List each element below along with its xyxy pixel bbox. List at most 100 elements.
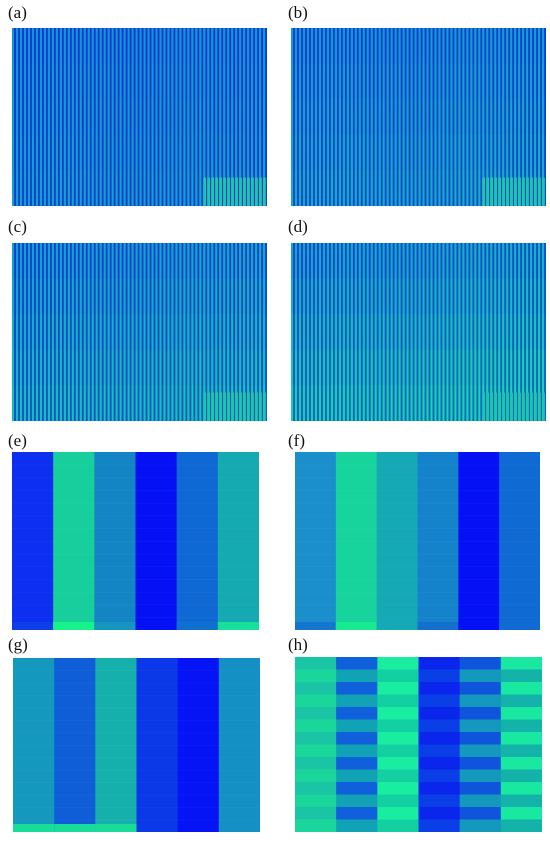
stripe [456,243,459,280]
stripe [305,278,307,315]
stripe [452,278,455,315]
stripe [23,349,27,386]
stripe [496,243,499,280]
stripe [173,28,176,65]
stripe [155,243,158,280]
stripe [428,99,431,136]
column-base [458,622,500,630]
stripe [398,385,401,421]
stripe [103,385,106,421]
cell [418,794,461,808]
stripe [366,63,369,100]
stripe [15,314,19,351]
stripe [223,243,226,280]
stripe [54,99,56,136]
stripe [133,99,136,136]
stripe [520,99,523,136]
stripe [54,385,56,421]
stripe [109,385,112,421]
stripe [426,314,429,351]
stripe [213,170,216,206]
stripe [47,28,51,65]
stripe [313,385,315,421]
stripe [241,28,244,65]
stripe [306,63,310,100]
stripe [406,63,409,100]
stripe [221,243,224,280]
stripe [239,278,242,315]
corner-stripe [518,392,521,421]
stripe [341,243,343,280]
stripe [89,314,92,351]
stripe [227,243,230,280]
stripe [536,170,539,206]
stripe [540,314,543,351]
stripe [446,170,449,206]
stripe [253,134,256,171]
stripe [540,278,543,315]
stripe [362,349,365,386]
stripe [318,278,322,315]
stripe [398,349,401,386]
stripe [446,63,449,100]
stripe [530,28,533,65]
stripe [149,170,152,206]
stripe [105,349,108,386]
stripe [233,63,236,100]
stripe [59,170,63,206]
stripe [329,278,331,315]
stripe [215,278,218,315]
stripe [179,385,182,421]
stripe [67,99,70,136]
stripe [199,385,202,421]
stripe [89,134,92,171]
corner-stripe [211,392,215,421]
corner-stripe [486,392,490,421]
stripe [197,314,200,351]
stripe [420,170,423,206]
stripe [77,314,80,351]
stripe [412,385,415,421]
stripe [123,243,126,280]
stripe [464,170,467,206]
stripe [362,134,365,171]
stripe [251,314,254,351]
stripe [376,243,379,280]
stripe [350,349,353,386]
stripe [322,278,326,315]
stripe [75,99,78,136]
stripe [209,134,212,171]
stripe [402,314,405,351]
stripe [408,28,411,65]
stripe [253,314,256,351]
stripe [488,99,491,136]
stripe [73,63,76,100]
stripe [101,63,104,100]
stripe [69,63,72,100]
stripe [173,243,176,280]
stripe [73,99,76,136]
stripe [18,63,20,100]
stripe [255,28,258,65]
stripe [362,278,365,315]
stripe [51,99,55,136]
stripe [151,63,154,100]
stripe [291,134,294,171]
stripe [181,349,184,386]
stripe [169,170,172,206]
stripe [93,243,96,280]
stripe [241,99,244,136]
stripe [510,278,513,315]
stripe [530,243,533,280]
stripe [512,63,515,100]
stripe [241,349,244,386]
stripe [111,314,114,351]
stripe [528,314,531,351]
stripe [333,385,335,421]
stripe [464,28,467,65]
stripe [147,314,150,351]
stripe [528,385,531,421]
stripe [161,385,164,421]
stripe [376,99,379,136]
stripe [486,349,489,386]
